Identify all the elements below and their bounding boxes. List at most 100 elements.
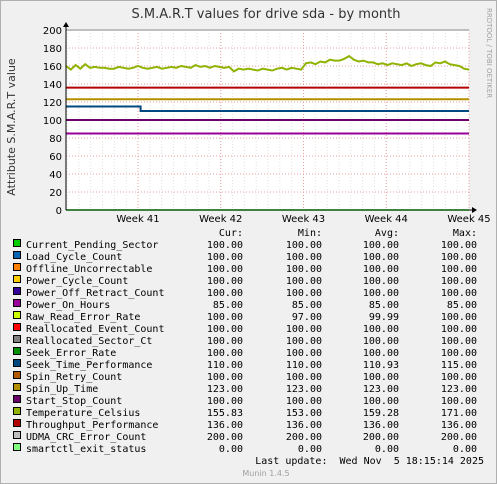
y-tick-labels: 0 20 40 60 80 100 120 140 160 180 200 [43,26,62,217]
legend-name: Seek_Error_Rate [26,348,116,359]
y-tick-label: 160 [43,62,62,73]
legend-name: Power_Cycle_Count [26,276,128,287]
y-tick-label: 20 [49,188,62,199]
x-tick-label: Week 42 [199,214,242,225]
legend-max: 100.00 [441,264,477,275]
chart-title: S.M.A.R.T values for drive sda - by mont… [132,7,401,22]
legend-header-min: Min: [298,228,322,239]
legend-max: 171.00 [441,408,477,419]
legend-avg: 85.00 [369,300,399,311]
legend-avg: 100.00 [363,276,399,287]
legend-header-avg: Avg: [375,228,399,239]
legend-max: 100.00 [441,312,477,323]
legend-max: 100.00 [441,276,477,287]
legend-name: Start_Stop_Count [26,396,122,407]
x-tick-label: Week 44 [365,214,408,225]
legend-max: 100.00 [441,240,477,251]
legend-avg: 100.00 [363,372,399,383]
legend-max: 100.00 [441,396,477,407]
legend-avg: 100.00 [363,336,399,347]
munin-version: Munin 1.4.5 [242,469,289,478]
legend-cur: 100.00 [207,312,243,323]
legend-min: 97.00 [292,312,322,323]
legend-name: Temperature_Celsius [26,408,140,419]
legend-max: 123.00 [441,384,477,395]
legend-swatch [13,239,21,247]
legend-max: 136.00 [441,420,477,431]
legend-name: smartctl_exit_status [26,444,146,455]
legend-min: 0.00 [298,444,322,455]
x-tick-label: Week 41 [116,214,159,225]
legend-cur: 100.00 [207,240,243,251]
legend-min: 100.00 [286,396,322,407]
legend-swatch [13,263,21,271]
legend-swatch [13,275,21,283]
legend-min: 85.00 [292,300,322,311]
legend-avg: 200.00 [363,432,399,443]
legend-max: 100.00 [441,252,477,263]
legend-name: Offline_Uncorrectable [26,264,152,275]
y-tick-label: 140 [43,80,62,91]
legend-header-cur: Cur: [219,228,243,239]
legend-min: 136.00 [286,420,322,431]
legend-name: Reallocated_Event_Count [26,324,164,335]
legend-name: Load_Cycle_Count [26,252,122,263]
legend-max: 200.00 [441,432,477,443]
legend-min: 100.00 [286,336,322,347]
legend-swatch [13,251,21,259]
legend-name: UDMA_CRC_Error_Count [26,432,146,443]
legend-max: 100.00 [441,348,477,359]
y-tick-label: 60 [49,152,62,163]
legend-name: Spin_Retry_Count [26,372,122,383]
legend-avg: 123.00 [363,384,399,395]
legend-avg: 100.00 [363,288,399,299]
legend-name: Raw_Read_Error_Rate [26,312,140,323]
legend-cur: 100.00 [207,372,243,383]
legend-swatch [13,407,21,415]
legend-name: Power_Off_Retract_Count [26,288,164,299]
y-tick-label: 80 [49,134,62,145]
x-axis-arrow [472,207,477,213]
legend-name: Spin_Up_Time [26,384,98,395]
legend-swatch [13,431,21,439]
legend: Cur: Min: Avg: Max: Current_Pending_Sect… [13,228,477,455]
legend-swatch [13,299,21,307]
last-update: Last update: Wed Nov 5 18:15:14 2025 [255,456,484,467]
legend-swatch [13,419,21,427]
legend-swatch [13,323,21,331]
legend-min: 100.00 [286,252,322,263]
axes [63,22,477,213]
legend-swatch [13,395,21,403]
legend-min: 123.00 [286,384,322,395]
legend-cur: 100.00 [207,264,243,275]
legend-avg: 110.93 [363,360,399,371]
legend-cur: 200.00 [207,432,243,443]
legend-avg: 159.28 [363,408,399,419]
legend-avg: 100.00 [363,396,399,407]
legend-name: Throughput_Performance [26,420,158,431]
legend-cur: 0.00 [219,444,243,455]
legend-avg: 100.00 [363,264,399,275]
legend-swatch [13,383,21,391]
legend-min: 100.00 [286,240,322,251]
x-tick-label: Week 45 [447,214,490,225]
legend-max: 0.00 [453,444,477,455]
legend-max: 100.00 [441,336,477,347]
legend-max: 100.00 [441,288,477,299]
legend-name: Power_On_Hours [26,300,110,311]
legend-swatch [13,347,21,355]
legend-cur: 100.00 [207,396,243,407]
legend-min: 100.00 [286,288,322,299]
legend-min: 100.00 [286,372,322,383]
legend-max: 85.00 [447,300,477,311]
legend-avg: 100.00 [363,324,399,335]
legend-avg: 100.00 [363,348,399,359]
y-tick-label: 100 [43,116,62,127]
y-tick-label: 180 [43,44,62,55]
legend-min: 100.00 [286,348,322,359]
legend-name: Seek_Time_Performance [26,360,152,371]
legend-cur: 100.00 [207,252,243,263]
x-tick-label: Week 43 [282,214,325,225]
y-tick-label: 200 [43,26,62,37]
